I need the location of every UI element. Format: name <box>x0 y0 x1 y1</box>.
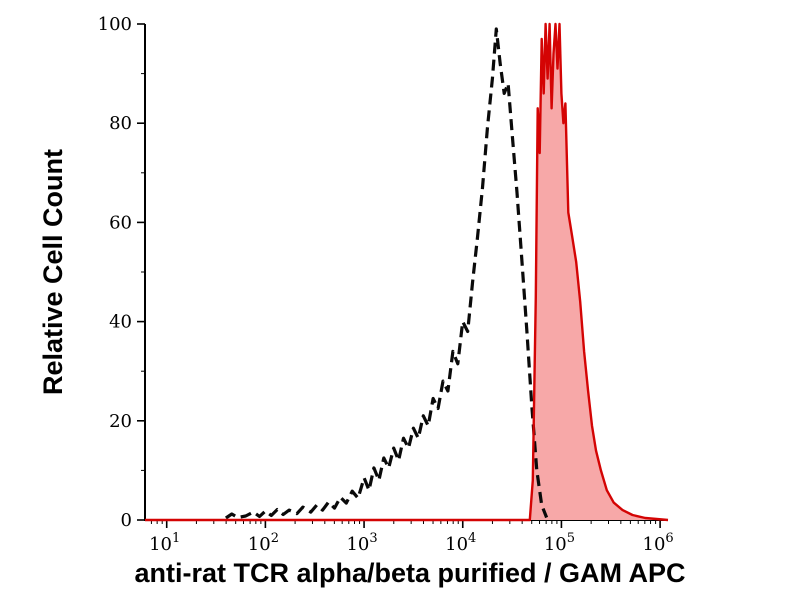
y-tick-label: 100 <box>98 14 132 35</box>
y-tick-label: 40 <box>109 312 132 333</box>
y-tick-label: 60 <box>109 212 132 233</box>
y-tick-label: 0 <box>121 510 132 531</box>
x-tick-label: 101 <box>149 531 180 555</box>
x-tick-label: 106 <box>643 531 674 555</box>
control-dashed-curve <box>225 27 549 520</box>
x-tick-label: 103 <box>346 531 377 555</box>
stained-red-fill <box>145 24 668 520</box>
x-tick-label: 102 <box>248 531 279 555</box>
y-tick-label: 80 <box>109 113 132 134</box>
y-tick-label: 20 <box>109 411 132 432</box>
x-tick-label: 105 <box>544 531 575 555</box>
stained-red-curve <box>145 22 669 522</box>
y-axis-label: Relative Cell Count <box>38 149 68 395</box>
x-tick-label: 104 <box>445 531 476 555</box>
x-axis-label: anti-rat TCR alpha/beta purified / GAM A… <box>134 558 685 588</box>
